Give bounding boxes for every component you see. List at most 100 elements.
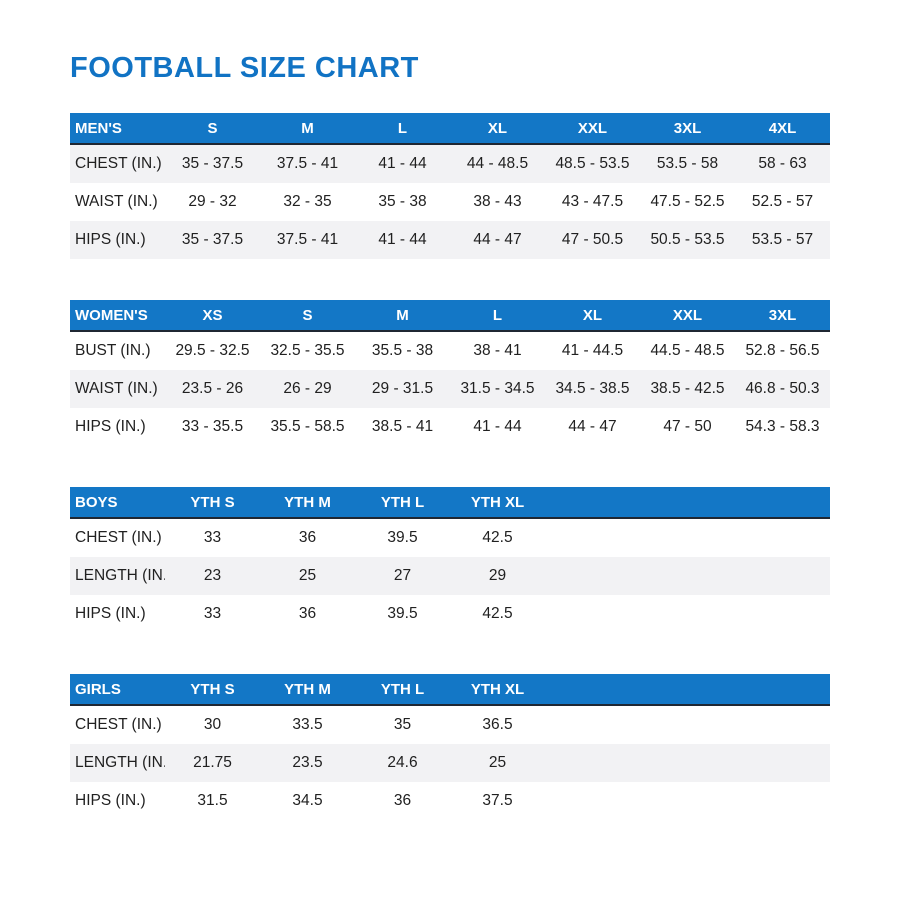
value-cell: 30 bbox=[203, 716, 222, 733]
size-column-header: S bbox=[207, 119, 218, 137]
row-label: LENGTH (IN.) bbox=[75, 754, 165, 771]
size-column-header: L bbox=[397, 119, 408, 137]
measurement-row: LENGTH (IN.) 23 25 27 29 bbox=[70, 557, 830, 595]
size-table-women-s: WOMEN'S XS S M L XL XXL 3XL BUST (IN.) 29.5 - 32.… bbox=[70, 300, 830, 446]
value-cell: 34.5 bbox=[292, 792, 323, 809]
size-table-men-s: MEN'S S M L XL XXL 3XL 4XL CHEST (IN.) 35 - 37.5 3… bbox=[70, 113, 830, 259]
size-column-header: XL bbox=[487, 119, 508, 137]
value-cell: 41 - 44.5 bbox=[561, 342, 624, 359]
value-cell: 32.5 - 35.5 bbox=[270, 342, 345, 359]
size-column-header: YTH S bbox=[190, 493, 235, 511]
row-label: HIPS (IN.) bbox=[75, 231, 146, 248]
value-cell: 36.5 bbox=[482, 716, 513, 733]
measurement-row: CHEST (IN.) 33 36 39.5 42.5 bbox=[70, 519, 830, 557]
table-title-cell: GIRLS bbox=[75, 680, 121, 698]
value-cell: 52.5 - 57 bbox=[751, 193, 814, 210]
measurement-row: HIPS (IN.) 31.5 34.5 36 37.5 bbox=[70, 782, 830, 820]
value-cell: 25 bbox=[298, 567, 317, 584]
value-cell: 39.5 bbox=[387, 529, 418, 546]
measurement-row: CHEST (IN.) 35 - 37.5 37.5 - 41 41 - 44 44 -… bbox=[70, 145, 830, 183]
size-column-header: XL bbox=[582, 306, 603, 324]
row-label: CHEST (IN.) bbox=[75, 716, 162, 733]
value-cell: 23.5 bbox=[292, 754, 323, 771]
value-cell: 35 - 37.5 bbox=[181, 155, 244, 172]
value-cell: 50.5 - 53.5 bbox=[650, 231, 725, 248]
value-cell: 44.5 - 48.5 bbox=[650, 342, 725, 359]
value-cell: 26 - 29 bbox=[283, 380, 332, 397]
size-column-header: M bbox=[396, 306, 409, 324]
value-cell: 23 bbox=[203, 567, 222, 584]
measurement-row: WAIST (IN.) 23.5 - 26 26 - 29 29 - 31.5 31.5… bbox=[70, 370, 830, 408]
row-label: BUST (IN.) bbox=[75, 342, 151, 359]
value-cell: 31.5 - 34.5 bbox=[460, 380, 535, 397]
value-cell: 23.5 - 26 bbox=[181, 380, 244, 397]
size-column-header: 4XL bbox=[768, 119, 797, 137]
measurement-row: HIPS (IN.) 33 36 39.5 42.5 bbox=[70, 595, 830, 633]
value-cell: 48.5 - 53.5 bbox=[555, 155, 630, 172]
size-column-header: YTH M bbox=[284, 680, 331, 698]
table-header-row: GIRLS YTH S YTH M YTH L YTH XL bbox=[70, 674, 830, 706]
size-column-header: YTH L bbox=[380, 493, 425, 511]
value-cell: 42.5 bbox=[482, 605, 513, 622]
value-cell: 53.5 - 57 bbox=[751, 231, 814, 248]
measurement-row: WAIST (IN.) 29 - 32 32 - 35 35 - 38 38 - 43 4… bbox=[70, 183, 830, 221]
size-table-boys: BOYS YTH S YTH M YTH L YTH XL CHEST (IN.) 33 36… bbox=[70, 487, 830, 633]
value-cell: 33 bbox=[203, 529, 222, 546]
value-cell: 37.5 bbox=[482, 792, 513, 809]
value-cell: 43 - 47.5 bbox=[561, 193, 624, 210]
value-cell: 54.3 - 58.3 bbox=[745, 418, 820, 435]
value-cell: 36 bbox=[298, 605, 317, 622]
value-cell: 47.5 - 52.5 bbox=[650, 193, 725, 210]
measurement-row: CHEST (IN.) 30 33.5 35 36.5 bbox=[70, 706, 830, 744]
size-table-girls: GIRLS YTH S YTH M YTH L YTH XL CHEST (IN.) 30 3… bbox=[70, 674, 830, 820]
size-column-header: XXL bbox=[672, 306, 703, 324]
value-cell: 47 - 50 bbox=[663, 418, 712, 435]
value-cell: 31.5 bbox=[197, 792, 228, 809]
value-cell: 41 - 44 bbox=[378, 231, 427, 248]
value-cell: 33.5 bbox=[292, 716, 323, 733]
measurement-row: HIPS (IN.) 35 - 37.5 37.5 - 41 41 - 44 44 - … bbox=[70, 221, 830, 259]
measurement-row: HIPS (IN.) 33 - 35.5 35.5 - 58.5 38.5 - 41 4… bbox=[70, 408, 830, 446]
value-cell: 27 bbox=[393, 567, 412, 584]
value-cell: 42.5 bbox=[482, 529, 513, 546]
value-cell: 37.5 - 41 bbox=[276, 231, 339, 248]
size-column-header: XS bbox=[202, 306, 223, 324]
row-label: HIPS (IN.) bbox=[75, 605, 146, 622]
table-title-cell: MEN'S bbox=[75, 119, 122, 137]
value-cell: 35 - 38 bbox=[378, 193, 427, 210]
size-chart-page: FOOTBALL SIZE CHART MEN'S S M L XL XXL 3XL 4XL C… bbox=[70, 52, 830, 820]
size-column-header: L bbox=[492, 306, 503, 324]
value-cell: 29 bbox=[488, 567, 507, 584]
value-cell: 44 - 47 bbox=[473, 231, 522, 248]
value-cell: 35 bbox=[393, 716, 412, 733]
table-title-cell: WOMEN'S bbox=[75, 306, 148, 324]
value-cell: 33 bbox=[203, 605, 222, 622]
measurement-row: BUST (IN.) 29.5 - 32.5 32.5 - 35.5 35.5 - 3… bbox=[70, 332, 830, 370]
value-cell: 25 bbox=[488, 754, 507, 771]
size-column-header: 3XL bbox=[673, 119, 702, 137]
value-cell: 35.5 - 38 bbox=[371, 342, 434, 359]
value-cell: 29 - 32 bbox=[188, 193, 237, 210]
value-cell: 53.5 - 58 bbox=[656, 155, 719, 172]
value-cell: 39.5 bbox=[387, 605, 418, 622]
table-header-row: MEN'S S M L XL XXL 3XL 4XL bbox=[70, 113, 830, 145]
size-column-header: YTH M bbox=[284, 493, 331, 511]
value-cell: 58 - 63 bbox=[758, 155, 807, 172]
size-column-header: S bbox=[302, 306, 313, 324]
row-label: WAIST (IN.) bbox=[75, 193, 158, 210]
value-cell: 41 - 44 bbox=[378, 155, 427, 172]
value-cell: 41 - 44 bbox=[473, 418, 522, 435]
value-cell: 38.5 - 41 bbox=[371, 418, 434, 435]
value-cell: 29 - 31.5 bbox=[371, 380, 434, 397]
value-cell: 36 bbox=[393, 792, 412, 809]
value-cell: 38 - 41 bbox=[473, 342, 522, 359]
table-header-row: WOMEN'S XS S M L XL XXL 3XL bbox=[70, 300, 830, 332]
page-title: FOOTBALL SIZE CHART bbox=[70, 52, 419, 84]
row-label: WAIST (IN.) bbox=[75, 380, 158, 397]
size-column-header: YTH XL bbox=[470, 680, 525, 698]
size-column-header: YTH S bbox=[190, 680, 235, 698]
size-column-header: M bbox=[301, 119, 314, 137]
measurement-row: LENGTH (IN.) 21.75 23.5 24.6 25 bbox=[70, 744, 830, 782]
value-cell: 44 - 48.5 bbox=[466, 155, 529, 172]
value-cell: 35.5 - 58.5 bbox=[270, 418, 345, 435]
